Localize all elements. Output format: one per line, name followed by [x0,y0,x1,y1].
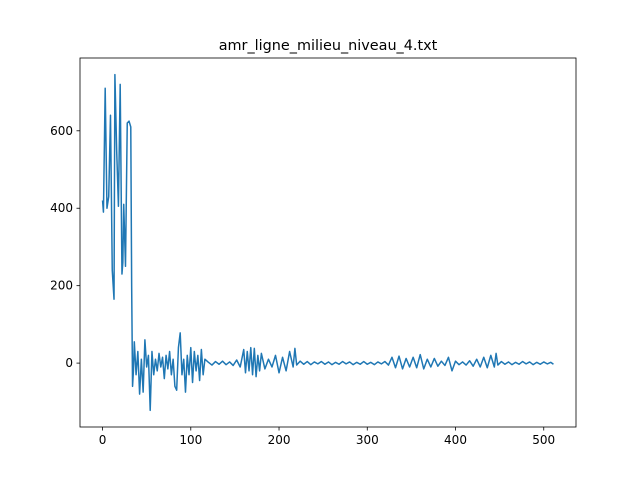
y-tick-label: 600 [50,124,73,138]
y-tick-label: 0 [65,356,73,370]
x-tick-label: 0 [99,433,107,447]
data-line [101,73,554,412]
x-tick-label: 400 [444,433,467,447]
y-tick-label: 400 [50,201,73,215]
x-tick-label: 300 [356,433,379,447]
x-tick-label: 500 [532,433,555,447]
x-tick-label: 200 [268,433,291,447]
x-tick-label: 100 [179,433,202,447]
plot-frame [79,57,577,428]
y-tick-label: 200 [50,279,73,293]
chart-title: amr_ligne_milieu_niveau_4.txt [219,38,438,54]
